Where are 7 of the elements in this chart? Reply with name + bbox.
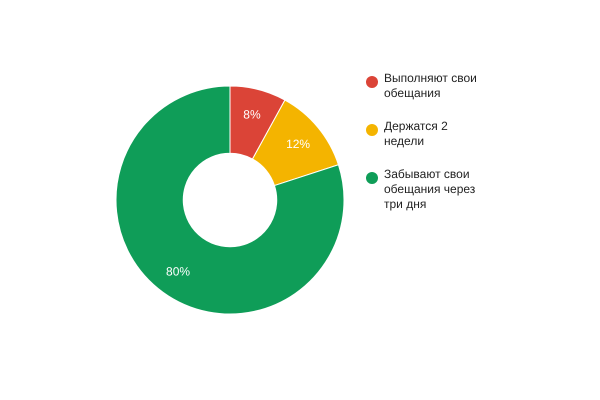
legend-label: Забывают свои обещания через три дня (384, 167, 476, 211)
data-label: 8% (243, 108, 261, 122)
data-label: 80% (166, 264, 190, 279)
data-label: 12% (286, 136, 310, 151)
donut-slice (116, 86, 344, 314)
legend-label: Выполняют свои обещания (384, 71, 477, 100)
legend-label: Держатся 2 недели (384, 119, 448, 148)
